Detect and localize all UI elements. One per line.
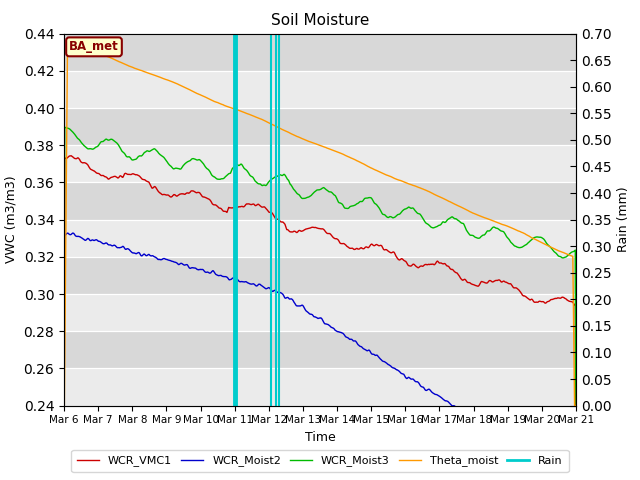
Bar <box>64 145 576 182</box>
Bar <box>64 34 576 71</box>
WCR_Moist3 <box>572 403 580 408</box>
Theta_moist <box>60 403 68 408</box>
WCR_VMC1 <box>399 257 407 263</box>
Theta_moist <box>511 227 519 232</box>
WCR_Moist3 <box>60 403 68 408</box>
Y-axis label: VWC (m3/m3): VWC (m3/m3) <box>5 176 18 264</box>
WCR_Moist3 <box>174 166 182 171</box>
Bar <box>64 331 576 369</box>
WCR_VMC1 <box>232 204 239 210</box>
Bar <box>64 369 576 406</box>
Bar <box>64 219 576 257</box>
X-axis label: Time: Time <box>305 431 335 444</box>
WCR_Moist2 <box>232 276 239 281</box>
Line: WCR_Moist2: WCR_Moist2 <box>64 233 576 415</box>
Bar <box>64 71 576 108</box>
Theta_moist <box>232 107 239 112</box>
Bar <box>64 182 576 219</box>
WCR_Moist2 <box>511 412 519 418</box>
WCR_VMC1 <box>511 285 519 290</box>
Line: Theta_moist: Theta_moist <box>64 40 576 406</box>
WCR_Moist2 <box>572 412 580 418</box>
WCR_VMC1 <box>60 403 68 408</box>
WCR_Moist3 <box>232 163 239 168</box>
WCR_VMC1 <box>67 153 75 159</box>
Theta_moist <box>572 403 580 408</box>
WCR_Moist3 <box>61 125 69 131</box>
Bar <box>64 257 576 294</box>
Legend: WCR_VMC1, WCR_Moist2, WCR_Moist3, Theta_moist, Rain: WCR_VMC1, WCR_Moist2, WCR_Moist3, Theta_… <box>72 450 568 472</box>
Title: Soil Moisture: Soil Moisture <box>271 13 369 28</box>
Theta_moist <box>162 77 170 83</box>
WCR_Moist2 <box>399 371 407 377</box>
WCR_VMC1 <box>174 192 182 198</box>
Bar <box>64 108 576 145</box>
Bar <box>64 294 576 331</box>
WCR_VMC1 <box>162 192 170 198</box>
WCR_Moist3 <box>511 243 519 249</box>
Y-axis label: Rain (mm): Rain (mm) <box>617 187 630 252</box>
WCR_Moist2 <box>174 262 182 267</box>
Line: WCR_VMC1: WCR_VMC1 <box>64 156 576 406</box>
Theta_moist <box>399 179 407 185</box>
WCR_Moist3 <box>467 232 474 238</box>
Theta_moist <box>64 37 72 43</box>
WCR_Moist2 <box>69 230 77 236</box>
WCR_Moist2 <box>467 412 474 418</box>
Line: WCR_Moist3: WCR_Moist3 <box>64 128 576 406</box>
WCR_Moist2 <box>162 256 170 262</box>
WCR_VMC1 <box>467 280 474 286</box>
WCR_Moist3 <box>162 157 170 163</box>
Theta_moist <box>174 82 182 87</box>
WCR_Moist2 <box>60 412 68 418</box>
WCR_Moist3 <box>399 207 407 213</box>
Theta_moist <box>467 209 474 215</box>
Text: BA_met: BA_met <box>69 40 119 53</box>
WCR_VMC1 <box>572 403 580 408</box>
